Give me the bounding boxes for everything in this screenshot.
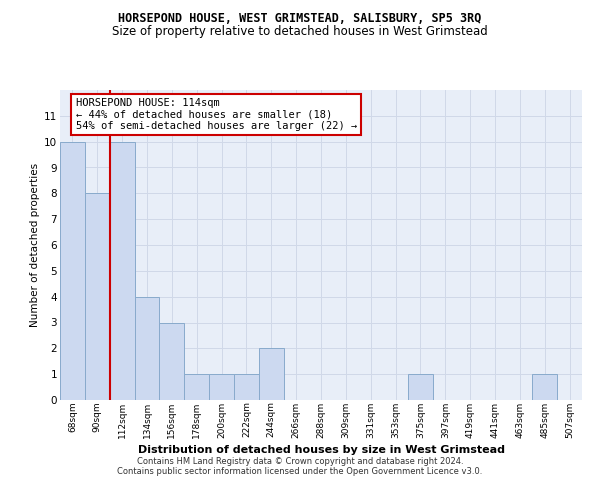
- Bar: [60, 142, 85, 400]
- Bar: [234, 374, 259, 400]
- Bar: [110, 142, 134, 400]
- Bar: [160, 322, 184, 400]
- Y-axis label: Number of detached properties: Number of detached properties: [30, 163, 40, 327]
- Bar: [532, 374, 557, 400]
- X-axis label: Distribution of detached houses by size in West Grimstead: Distribution of detached houses by size …: [137, 444, 505, 454]
- Text: HORSEPOND HOUSE, WEST GRIMSTEAD, SALISBURY, SP5 3RQ: HORSEPOND HOUSE, WEST GRIMSTEAD, SALISBU…: [118, 12, 482, 26]
- Text: Contains HM Land Registry data © Crown copyright and database right 2024.: Contains HM Land Registry data © Crown c…: [137, 458, 463, 466]
- Text: Size of property relative to detached houses in West Grimstead: Size of property relative to detached ho…: [112, 25, 488, 38]
- Bar: [259, 348, 284, 400]
- Text: Contains public sector information licensed under the Open Government Licence v3: Contains public sector information licen…: [118, 468, 482, 476]
- Text: HORSEPOND HOUSE: 114sqm
← 44% of detached houses are smaller (18)
54% of semi-de: HORSEPOND HOUSE: 114sqm ← 44% of detache…: [76, 98, 357, 131]
- Bar: [209, 374, 234, 400]
- Bar: [184, 374, 209, 400]
- Bar: [134, 296, 160, 400]
- Bar: [85, 194, 110, 400]
- Bar: [408, 374, 433, 400]
